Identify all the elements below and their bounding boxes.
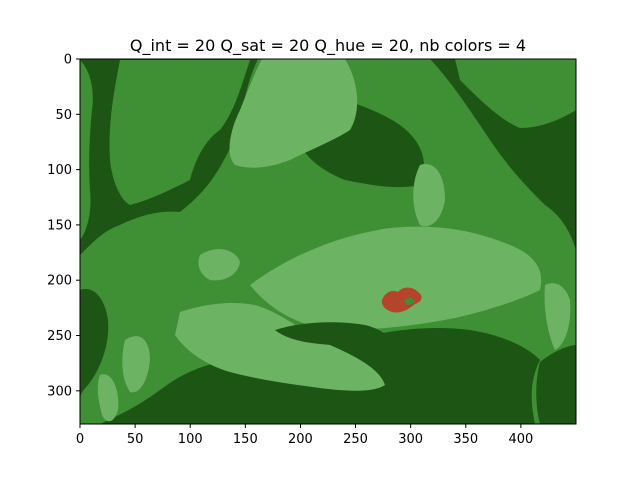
- y-tick-label: 200: [47, 274, 72, 289]
- x-tick-label: 350: [453, 432, 478, 447]
- plot-frame: [79, 58, 577, 425]
- chart-title: Q_int = 20 Q_sat = 20 Q_hue = 20, nb col…: [130, 36, 526, 56]
- y-tick-label: 0: [64, 53, 72, 68]
- x-tick-label: 150: [233, 432, 258, 447]
- y-tick-label: 250: [47, 329, 72, 344]
- x-tick-label: 200: [288, 432, 313, 447]
- y-tick-label: 50: [55, 108, 72, 123]
- x-tick-label: 100: [178, 432, 203, 447]
- x-tick-label: 50: [127, 432, 144, 447]
- y-tick-label: 100: [47, 163, 72, 178]
- y-axis: 0 50 100 150 200 250 300: [47, 53, 80, 399]
- x-tick-label: 300: [398, 432, 423, 447]
- quantized-image: [80, 59, 576, 424]
- x-tick-label: 0: [76, 432, 84, 447]
- x-axis: 0 50 100 150 200 250 300 350 400: [76, 424, 533, 447]
- x-tick-label: 250: [343, 432, 368, 447]
- y-tick-label: 300: [47, 384, 72, 399]
- plot-area: [79, 58, 577, 425]
- x-tick-label: 400: [508, 432, 533, 447]
- y-tick-label: 150: [47, 218, 72, 233]
